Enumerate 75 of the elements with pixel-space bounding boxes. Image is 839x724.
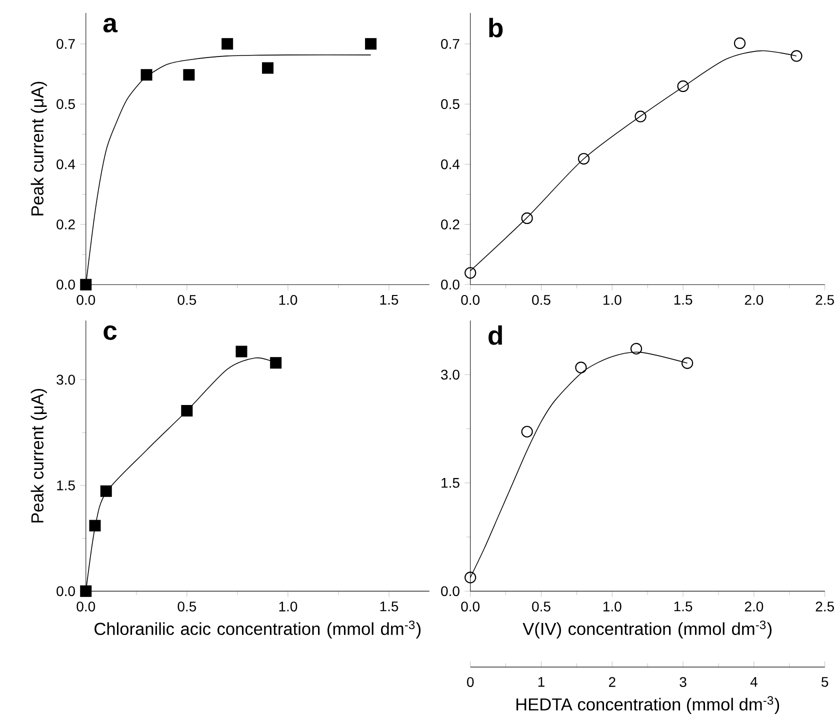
x2-tick-label: 5 (822, 677, 828, 687)
point (181, 405, 193, 417)
y-tick-label: 1.5 (442, 478, 460, 488)
x-tick-label: 2.0 (744, 602, 764, 612)
chart-title: c (104, 325, 117, 340)
x2-tick-label: 2 (608, 677, 616, 687)
y-tick-label: 0.5 (56, 99, 75, 110)
point (630, 342, 642, 355)
point (80, 278, 92, 290)
x-tick-label: 2.0 (744, 294, 764, 305)
point (80, 585, 92, 597)
chart-title: b (489, 18, 503, 38)
x-tick-label: 1.5 (380, 294, 398, 305)
x2-tick-label: 1 (538, 677, 544, 687)
y-tick-label: 0.2 (56, 219, 75, 230)
x-tick-label: 0.5 (178, 294, 196, 305)
y-tick-label: 0.4 (441, 159, 460, 170)
x-tick-label: 1.0 (604, 294, 622, 305)
point (681, 357, 694, 369)
x2-axis-title: HEDTA concentration (mmol dm$^{-3}$) (516, 696, 780, 714)
point (270, 357, 282, 369)
y-tick-label: 3.0 (56, 374, 75, 385)
point (521, 212, 533, 224)
x-tick-label: 0.0 (76, 294, 96, 305)
x-tick-label: 1.5 (380, 602, 398, 612)
chart-title: a (103, 18, 118, 32)
point (140, 69, 152, 81)
point (100, 485, 112, 497)
y-axis-title: Peak current (μA) (30, 388, 47, 522)
x-tick-label: 0.0 (461, 294, 480, 305)
y-tick-label: 0.0 (56, 280, 75, 290)
x-tick-label: 0.0 (76, 602, 96, 612)
point (236, 346, 248, 358)
y-axis-title: Peak current (μA) (30, 82, 47, 216)
x2-tick-label: 3 (680, 677, 686, 688)
point (464, 267, 476, 279)
point (464, 572, 476, 584)
y-tick-label: 1.5 (57, 480, 75, 490)
x-tick-label: 1.5 (674, 294, 692, 305)
y-tick-label: 0.0 (441, 586, 460, 596)
point (183, 69, 195, 81)
point (89, 520, 101, 532)
point (262, 62, 274, 74)
x-tick-label: 0.5 (178, 602, 196, 612)
point (222, 38, 234, 50)
x-axis-title: V(IV) concentration (mmol dm$^{-3}$) (522, 620, 772, 638)
x-tick-label: 1.0 (279, 294, 298, 305)
y-tick-label: 0.7 (56, 38, 75, 49)
point (734, 37, 746, 50)
chart-title: d (488, 325, 502, 345)
point (790, 50, 802, 62)
point (365, 38, 377, 50)
x-tick-label: 0.5 (532, 294, 550, 305)
point (677, 80, 689, 92)
x2-tick-label: 4 (750, 677, 758, 687)
x-axis-title: Chloranilic acic concentration (mmol dm$^{-3}$) (94, 620, 421, 638)
y-tick-label: 0.0 (441, 280, 460, 290)
point (575, 362, 587, 374)
y-tick-label: 0.2 (441, 219, 460, 230)
x-tick-label: 2.5 (816, 602, 834, 612)
point (521, 426, 533, 438)
x-tick-label: 1.5 (674, 602, 692, 612)
x-tick-label: 1.0 (279, 602, 298, 612)
x-tick-label: 0.5 (532, 602, 550, 612)
x-tick-label: 2.5 (816, 294, 834, 305)
y-tick-label: 0.5 (441, 99, 460, 110)
x-tick-label: 0.0 (461, 602, 480, 612)
x-tick-label: 1.0 (604, 602, 622, 612)
y-tick-label: 0.4 (56, 159, 76, 170)
x2-tick-label: 0 (467, 677, 474, 688)
y-tick-label: 0.7 (441, 38, 460, 49)
y-tick-label: 0.0 (56, 586, 75, 596)
y-tick-label: 3.0 (441, 370, 460, 380)
point (634, 110, 646, 122)
point (578, 152, 590, 165)
